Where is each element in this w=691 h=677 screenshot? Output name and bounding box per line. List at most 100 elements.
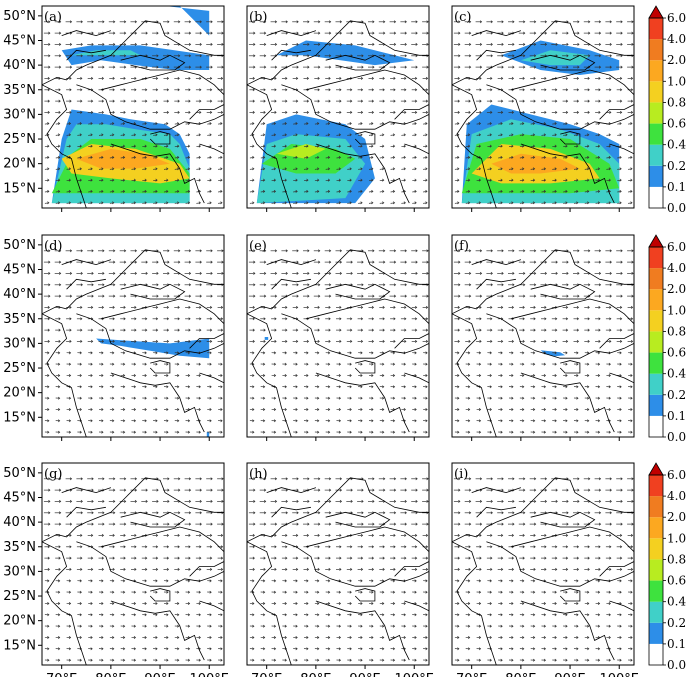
wind-arrow-head: [144, 602, 147, 605]
wind-arrow-head: [393, 249, 397, 253]
wind-arrow-head: [555, 110, 558, 114]
wind-arrow-head: [414, 613, 417, 617]
wind-arrow-head: [544, 249, 548, 253]
wind-arrow-head: [134, 567, 137, 571]
wind-arrow-head: [392, 430, 396, 434]
wind-arrow-head: [113, 294, 116, 298]
wind-arrow-head: [295, 328, 299, 332]
wind-arrow-head: [318, 488, 321, 492]
wind-arrow-head: [188, 110, 191, 114]
wind-arrow-head: [544, 328, 547, 332]
wind-arrow-head: [199, 283, 202, 287]
wind-arrow-head: [252, 122, 255, 125]
wind-arrow-head: [317, 362, 320, 366]
wind-arrow-head: [512, 20, 515, 24]
wind-arrow-head: [113, 65, 116, 69]
wind-arrow-head: [489, 396, 492, 400]
wind-arrow-head: [383, 65, 386, 69]
wind-arrow-head: [393, 294, 397, 298]
wind-arrow-head: [274, 499, 278, 503]
wind-arrow-head: [609, 76, 612, 80]
wind-arrow-head: [69, 65, 73, 69]
wind-arrow-head: [91, 499, 94, 503]
wind-arrow-head: [122, 430, 126, 434]
wind-arrow-head: [631, 42, 634, 46]
wind-arrow-head: [587, 362, 590, 366]
wind-arrow-head: [467, 408, 471, 411]
wind-arrow-head: [101, 613, 104, 617]
wind-arrow-head: [253, 522, 256, 526]
wind-arrow-head: [468, 110, 471, 114]
wind-arrow-head: [156, 54, 159, 58]
wind-arrow-head: [91, 31, 94, 35]
wind-arrow-head: [90, 339, 94, 343]
boundary-line: [149, 131, 171, 145]
wind-arrow-head: [220, 155, 223, 159]
wind-arrow-head: [349, 144, 352, 148]
wind-arrow-head: [317, 305, 320, 309]
wind-arrow-head: [155, 351, 158, 355]
wind-arrow-head: [565, 430, 568, 434]
boundary-line: [471, 259, 522, 266]
wind-arrow-head: [479, 20, 483, 24]
wind-arrow-head: [122, 408, 126, 411]
wind-arrow-head: [522, 419, 525, 423]
wind-arrow-head: [511, 317, 515, 321]
boundary-line: [66, 49, 106, 61]
wind-arrow-head: [113, 31, 116, 35]
wind-arrow-head: [144, 351, 147, 355]
wind-arrow-head: [317, 110, 320, 114]
wind-arrow-head: [79, 374, 82, 377]
wind-arrow-head: [457, 408, 460, 411]
wind-arrow-head: [112, 613, 115, 617]
wind-arrow-head: [133, 374, 137, 377]
wind-arrow-head: [252, 189, 255, 193]
wind-arrow-head: [188, 499, 192, 503]
wind-arrow-head: [565, 396, 568, 400]
wind-arrow-head: [47, 385, 50, 389]
wind-arrow-head: [262, 351, 266, 355]
wind-arrow-head: [619, 88, 623, 92]
wind-arrow-head: [630, 133, 633, 137]
wind-arrow-head: [393, 522, 397, 526]
wind-arrow-head: [414, 328, 418, 332]
wind-arrow-head: [631, 65, 634, 69]
wind-arrow-head: [543, 178, 547, 182]
wind-arrow-head: [155, 624, 158, 628]
wind-arrow-head: [404, 88, 407, 92]
wind-arrow-head: [415, 42, 418, 46]
wind-arrow-head: [112, 419, 115, 423]
wind-arrow-head: [122, 178, 126, 182]
wind-arrow-head: [382, 613, 385, 617]
wind-arrow-head: [425, 99, 429, 103]
wind-arrow-head: [608, 430, 611, 434]
wind-arrow-head: [522, 122, 525, 125]
boundary-line: [315, 372, 410, 433]
wind-arrow-head: [554, 167, 557, 171]
wind-arrow-head: [490, 283, 493, 287]
boundary-line: [325, 54, 391, 71]
boundary-line: [120, 511, 186, 528]
wind-arrow-head: [587, 305, 590, 309]
wind-arrow-head: [576, 201, 579, 205]
wind-arrow-head: [392, 647, 396, 651]
wind-arrow-head: [328, 271, 332, 275]
wind-arrow-head: [597, 351, 601, 355]
panel: (f): [451, 234, 635, 441]
wind-arrow-head: [166, 647, 169, 651]
wind-arrow-head: [565, 155, 568, 159]
wind-arrow-head: [382, 362, 385, 366]
wind-arrow-head: [544, 88, 547, 92]
boundary-line: [66, 506, 106, 518]
wind-arrow-head: [457, 430, 460, 434]
wind-arrow-head: [317, 374, 320, 377]
wind-arrow-head: [199, 328, 202, 332]
wind-arrow-head: [392, 155, 396, 159]
wind-arrow-head: [392, 658, 396, 662]
wind-arrow-head: [263, 88, 266, 92]
wind-arrow-head: [198, 144, 201, 148]
wind-arrow-head: [501, 249, 504, 253]
wind-arrow-head: [273, 362, 277, 366]
wind-arrow-head: [122, 167, 126, 171]
wind-arrow-head: [458, 477, 461, 481]
